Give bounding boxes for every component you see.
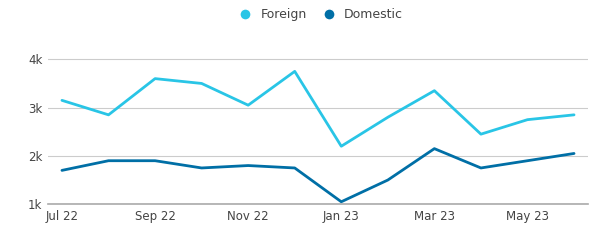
Legend: Foreign, Domestic: Foreign, Domestic (228, 3, 408, 26)
